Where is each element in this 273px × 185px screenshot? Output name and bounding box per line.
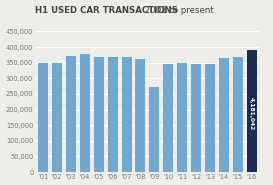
Bar [163,64,173,172]
Bar [121,57,132,172]
Bar [149,87,159,172]
Bar [108,57,118,172]
Bar [233,57,243,172]
Bar [80,54,90,172]
Bar [94,57,104,172]
Bar [38,63,48,172]
Bar [52,63,62,172]
Bar [66,56,76,172]
Bar [135,59,146,172]
Text: 4,181,042: 4,181,042 [249,97,254,130]
Bar [205,64,215,172]
Bar [177,63,187,172]
Text: 2001 to present: 2001 to present [142,6,214,15]
Bar [247,50,257,172]
Bar [191,64,201,172]
Text: H1 USED CAR TRANSACTIONS: H1 USED CAR TRANSACTIONS [35,6,178,15]
Bar [219,58,229,172]
